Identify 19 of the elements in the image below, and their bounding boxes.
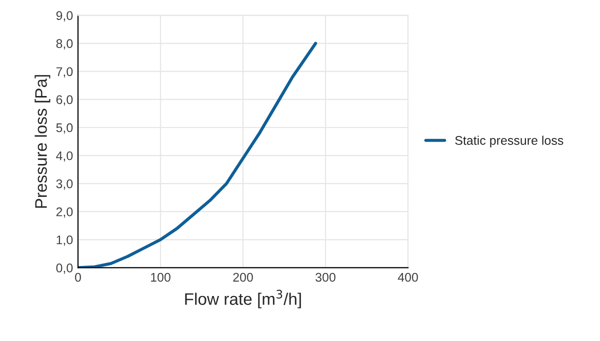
y-tick-label: 1,0 <box>56 235 73 246</box>
x-tick-label: 100 <box>151 272 170 282</box>
y-tick-label: 3,0 <box>56 179 73 190</box>
y-tick-label: 2,0 <box>56 207 73 218</box>
x-tick-label: 200 <box>233 272 253 282</box>
y-tick-label: 4,0 <box>56 151 73 162</box>
line-series <box>78 42 318 268</box>
y-tick-label: 5,0 <box>56 123 73 134</box>
y-tick-label: 9,0 <box>56 11 73 22</box>
x-tick-label: 400 <box>398 272 418 282</box>
y-axis-title: Pressure loss [Pa] <box>34 75 50 208</box>
legend-label: Static pressure loss <box>455 136 564 148</box>
y-tick-label: 7,0 <box>56 67 73 78</box>
y-tick-label: 8,0 <box>56 39 73 50</box>
y-tick-label: 6,0 <box>56 95 73 106</box>
y-tick-label: 0,0 <box>56 263 73 274</box>
x-axis-title: Flow rate [m$^{3}$/h] <box>185 290 301 308</box>
x-tick-label: 300 <box>316 272 336 282</box>
x-tick-label: 0 <box>75 272 81 282</box>
